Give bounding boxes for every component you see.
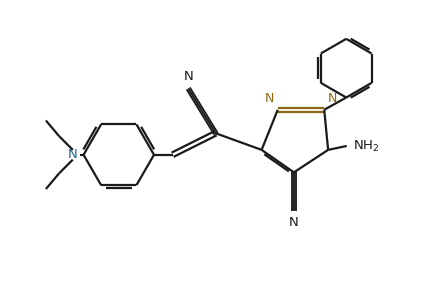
Text: N: N	[328, 92, 337, 105]
Text: N: N	[68, 148, 78, 161]
Text: N: N	[184, 70, 194, 83]
Text: N: N	[289, 216, 299, 230]
Text: N: N	[265, 92, 274, 105]
Text: NH$_2$: NH$_2$	[353, 139, 379, 154]
